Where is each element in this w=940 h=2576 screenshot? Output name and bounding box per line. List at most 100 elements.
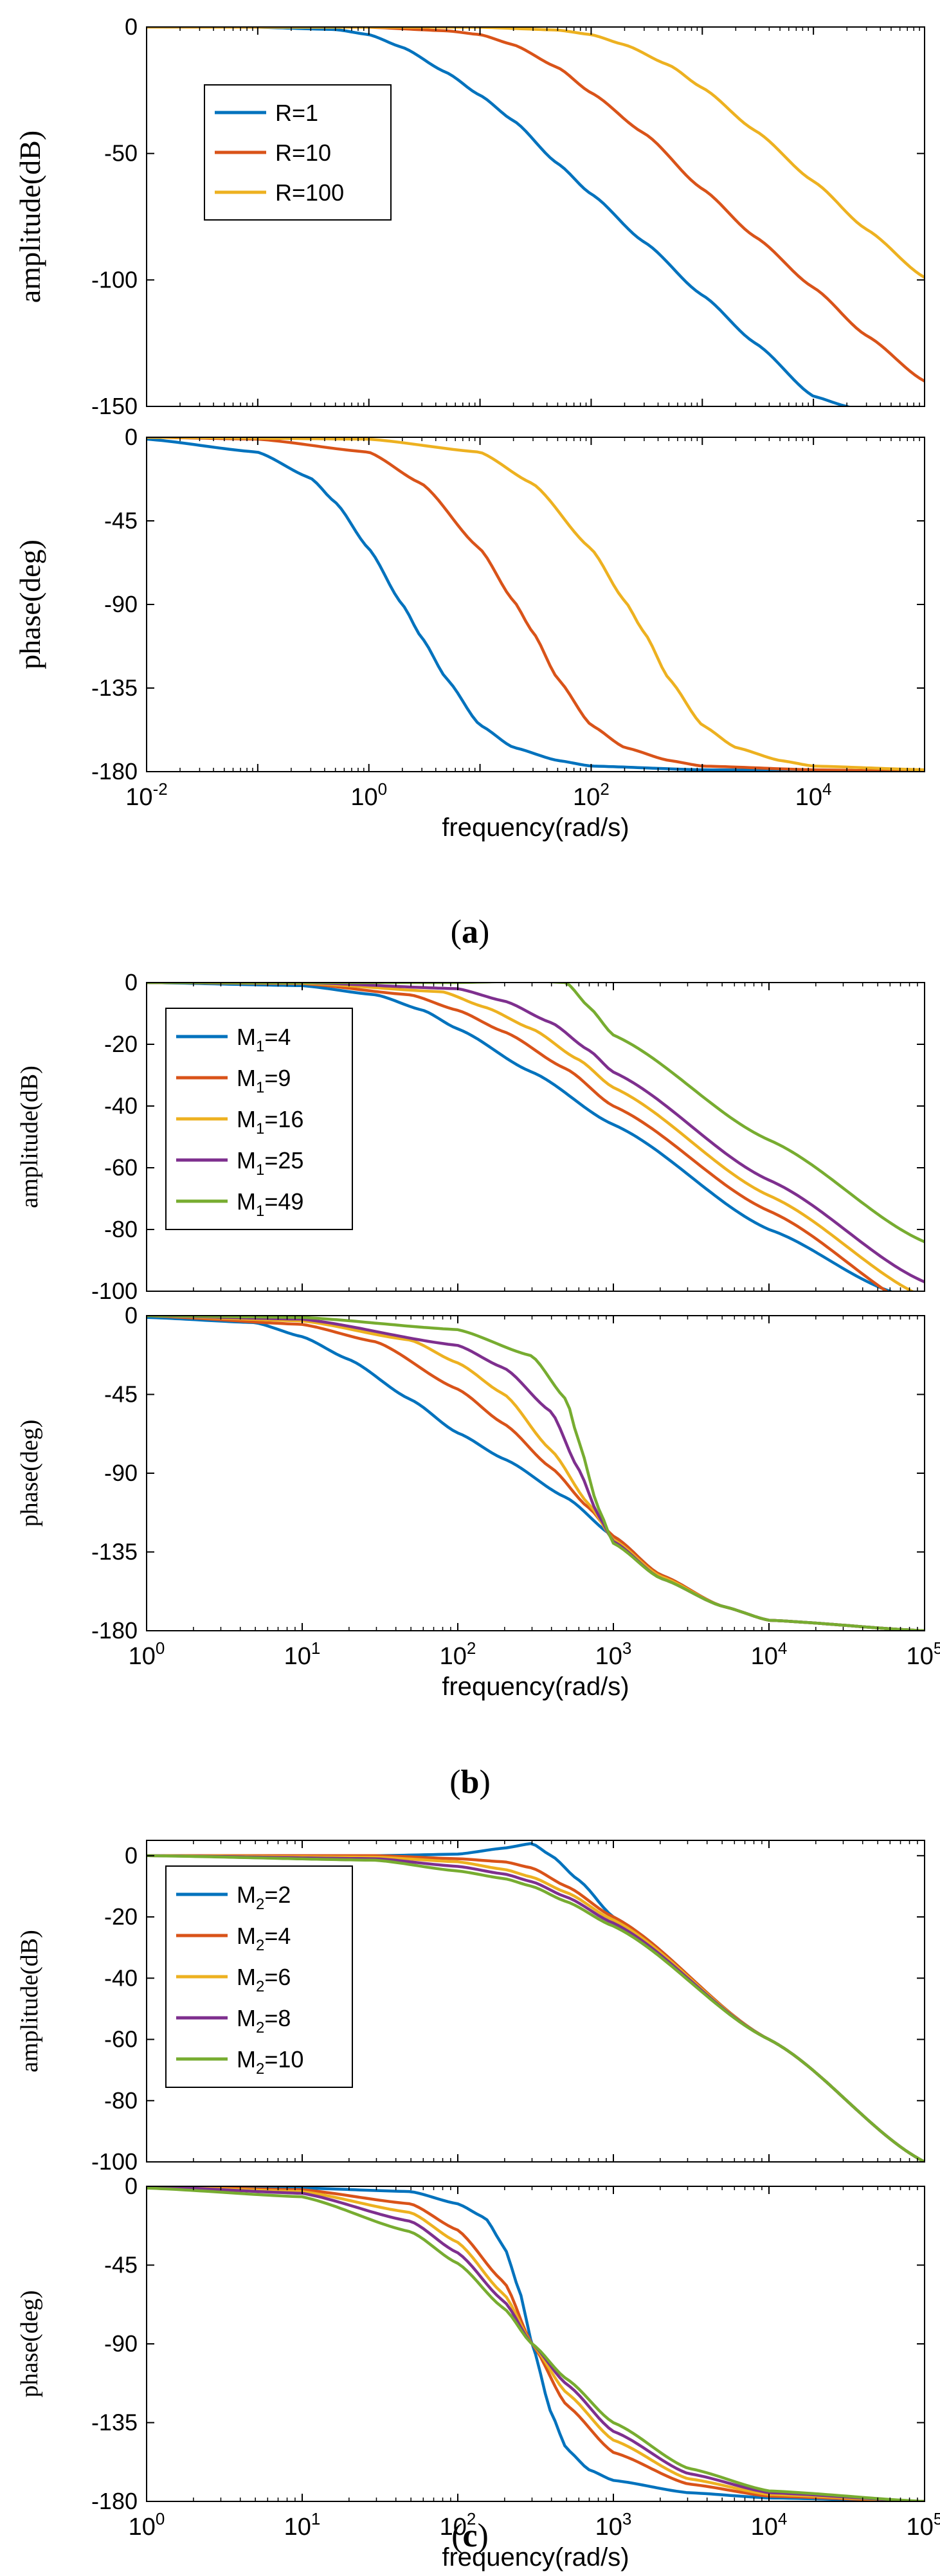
x-tick-exponent: 0 bbox=[156, 1638, 165, 1658]
legend-subscript: 1 bbox=[256, 1038, 264, 1055]
y-tick-label: -45 bbox=[104, 507, 138, 534]
y-tick-label: -80 bbox=[104, 2087, 138, 2114]
legend-main: R=10 bbox=[275, 140, 331, 166]
panel-caption: (a) bbox=[451, 914, 490, 950]
x-tick-label: 104 bbox=[795, 779, 832, 811]
series-group bbox=[147, 1842, 925, 2162]
x-tick-exponent: -2 bbox=[153, 779, 168, 799]
legend-main: M bbox=[237, 1923, 256, 1949]
y-tick-label: -180 bbox=[91, 1617, 138, 1644]
x-tick-label: 102 bbox=[573, 779, 610, 811]
x-tick-base: 10 bbox=[350, 784, 377, 811]
panel-caption: (b) bbox=[449, 1764, 491, 1800]
x-tick-base: 10 bbox=[129, 1643, 156, 1670]
series-line-0 bbox=[147, 2186, 925, 2501]
y-tick-label: 0 bbox=[125, 2173, 138, 2199]
legend-entry: M2=8 bbox=[237, 2005, 291, 2036]
y-axis-label: amplitude(dB) bbox=[16, 1930, 43, 2073]
legend-main: M bbox=[237, 1024, 256, 1050]
legend-main: M bbox=[237, 2005, 256, 2031]
panel-caption-letter: c bbox=[462, 2517, 477, 2554]
x-tick-exponent: 1 bbox=[311, 1638, 320, 1658]
legend-rest: =10 bbox=[264, 2046, 303, 2073]
x-tick-label: 102 bbox=[440, 2509, 476, 2541]
x-axis-label: frequency(rad/s) bbox=[442, 2543, 629, 2571]
y-tick-label: 0 bbox=[125, 969, 138, 995]
legend-rest: =4 bbox=[264, 1923, 291, 1949]
x-tick-base: 10 bbox=[595, 1643, 622, 1670]
legend-entry: M2=10 bbox=[237, 2046, 303, 2078]
x-tick-base: 10 bbox=[284, 1643, 311, 1670]
legend-subscript: 1 bbox=[256, 1120, 264, 1138]
y-tick-label: -150 bbox=[91, 393, 138, 419]
y-tick-label: -60 bbox=[104, 1154, 138, 1181]
x-tick-label: 100 bbox=[129, 2509, 165, 2541]
legend-rest: =2 bbox=[264, 1882, 291, 1908]
y-tick-label: 0 bbox=[125, 424, 138, 450]
x-tick-base: 10 bbox=[129, 2514, 156, 2541]
legend-entry: M1=9 bbox=[237, 1065, 291, 1096]
plot-frame bbox=[146, 1840, 925, 2163]
x-tick-label: 100 bbox=[350, 779, 387, 811]
y-tick-label: -100 bbox=[91, 266, 138, 293]
legend-subscript: 1 bbox=[256, 1079, 264, 1096]
legend-subscript: 2 bbox=[256, 1978, 264, 1995]
x-tick-base: 10 bbox=[284, 2514, 311, 2541]
y-axis-label: phase(deg) bbox=[16, 2290, 43, 2398]
legend-entry: R=10 bbox=[275, 140, 331, 166]
legend-main: M bbox=[237, 1065, 256, 1091]
legend-subscript: 2 bbox=[256, 1896, 264, 1913]
chart-b-amplitude: 0-20-40-60-80-100amplitude(dB)M1=4M1=9M1… bbox=[16, 969, 925, 1304]
y-tick-label: -90 bbox=[104, 591, 138, 617]
x-tick-exponent: 2 bbox=[467, 2509, 476, 2528]
x-tick-exponent: 4 bbox=[778, 2509, 787, 2528]
y-axis-label: phase(deg) bbox=[16, 1420, 43, 1527]
y-tick-label: -80 bbox=[104, 1216, 138, 1242]
series-line-1 bbox=[147, 437, 925, 772]
y-tick-label: -20 bbox=[104, 1031, 138, 1057]
y-tick-label: -45 bbox=[104, 1381, 138, 1408]
legend-rest: =6 bbox=[264, 1964, 291, 1990]
legend-rest: =4 bbox=[264, 1024, 291, 1050]
plot-frame bbox=[146, 982, 925, 1292]
x-tick-base: 10 bbox=[907, 1643, 934, 1670]
x-axis-label: frequency(rad/s) bbox=[442, 1673, 629, 1701]
legend-entry: R=100 bbox=[275, 179, 344, 206]
legend-entry: M2=4 bbox=[237, 1923, 291, 1954]
x-tick-label: 10-2 bbox=[125, 779, 167, 811]
legend-main: M bbox=[237, 1882, 256, 1908]
y-axis-label: amplitude(dB) bbox=[14, 131, 46, 303]
panel-caption-close: ) bbox=[478, 2517, 489, 2554]
y-tick-label: -90 bbox=[104, 2330, 138, 2357]
legend-entry: M1=4 bbox=[237, 1024, 291, 1055]
x-tick-exponent: 3 bbox=[622, 1638, 631, 1658]
x-tick-label: 104 bbox=[751, 1638, 788, 1670]
legend-subscript: 1 bbox=[256, 1202, 264, 1220]
legend-subscript: 2 bbox=[256, 2060, 264, 2078]
series-group bbox=[147, 2186, 925, 2501]
x-tick-exponent: 2 bbox=[600, 779, 609, 799]
y-tick-label: -180 bbox=[91, 758, 138, 785]
legend-entry: M2=6 bbox=[237, 1964, 291, 1995]
legend-rest: =9 bbox=[264, 1065, 291, 1091]
plot-area bbox=[147, 1316, 925, 1631]
legend-main: M bbox=[237, 1106, 256, 1132]
x-tick-base: 10 bbox=[573, 784, 600, 811]
legend-rest: =25 bbox=[264, 1147, 303, 1174]
x-tick-label: 101 bbox=[284, 2509, 321, 2541]
x-tick-label: 103 bbox=[595, 1638, 632, 1670]
x-tick-exponent: 2 bbox=[467, 1638, 476, 1658]
plot-frame bbox=[146, 26, 925, 407]
y-tick-label: -90 bbox=[104, 1460, 138, 1486]
x-tick-label: 103 bbox=[595, 2509, 632, 2541]
legend-main: M bbox=[237, 1964, 256, 1990]
x-tick-exponent: 5 bbox=[934, 2509, 940, 2528]
x-tick-base: 10 bbox=[751, 2514, 778, 2541]
x-tick-label: 105 bbox=[907, 1638, 940, 1670]
legend: M2=2M2=4M2=6M2=8M2=10 bbox=[165, 1865, 353, 2088]
x-tick-exponent: 4 bbox=[778, 1638, 787, 1658]
